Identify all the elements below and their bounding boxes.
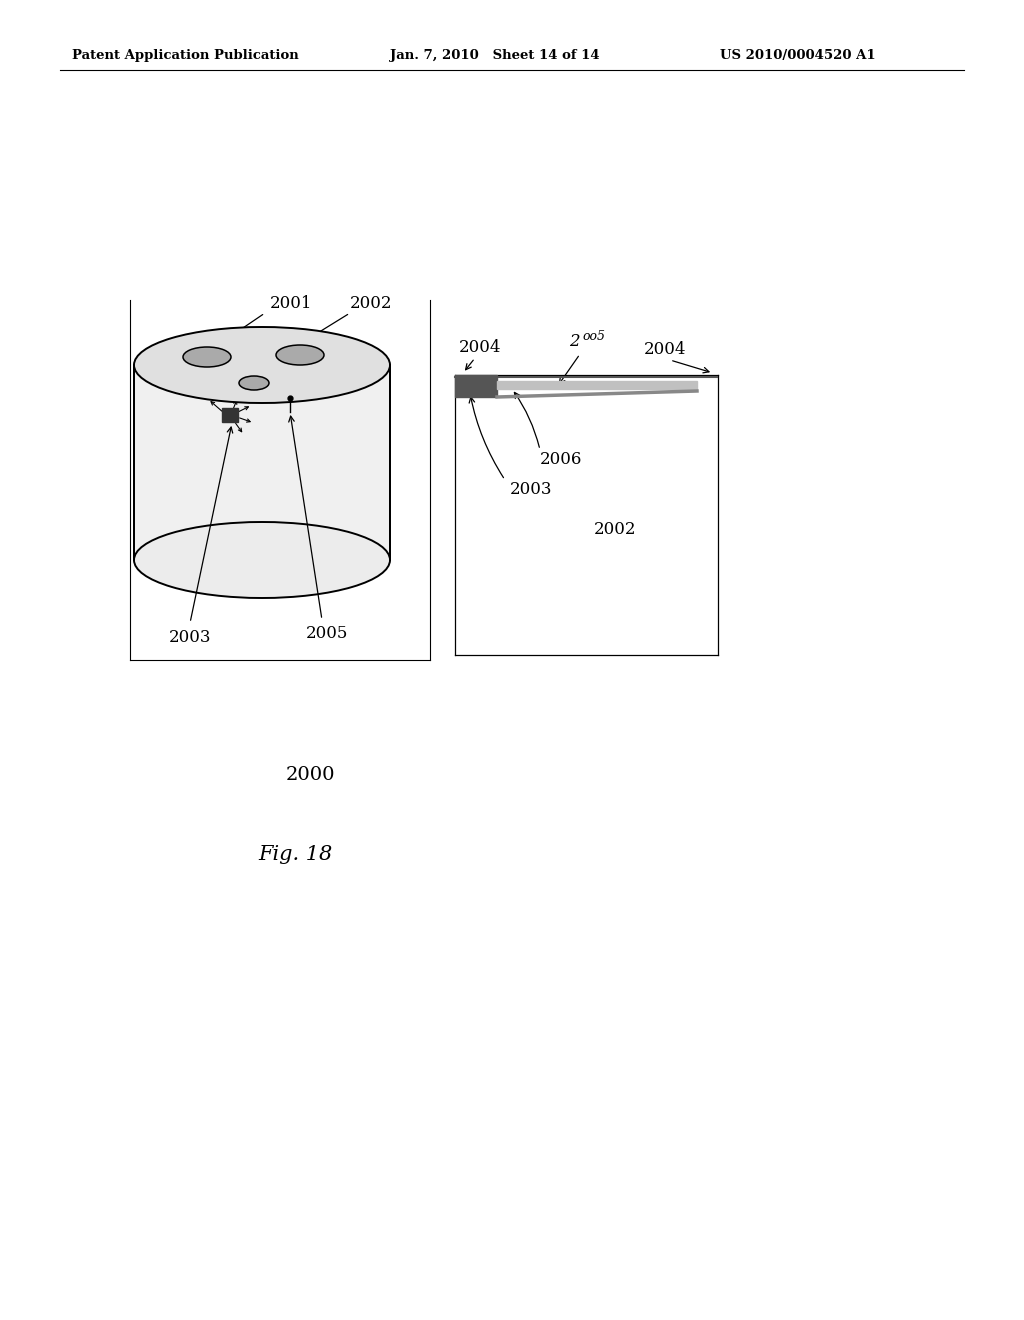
Text: 2: 2 [569, 334, 580, 351]
Ellipse shape [276, 345, 324, 366]
Ellipse shape [134, 327, 390, 403]
Text: Fig. 18: Fig. 18 [258, 846, 332, 865]
Text: 2002: 2002 [594, 521, 636, 539]
Text: 2004: 2004 [644, 342, 686, 359]
Ellipse shape [239, 376, 269, 389]
Text: 2002: 2002 [350, 294, 392, 312]
Text: 2006: 2006 [540, 451, 583, 469]
Text: 2004: 2004 [459, 339, 502, 356]
Ellipse shape [134, 521, 390, 598]
Bar [497, 381, 697, 389]
Text: oo5: oo5 [582, 330, 605, 342]
Ellipse shape [183, 347, 231, 367]
Text: 2003: 2003 [169, 628, 211, 645]
Text: 2003: 2003 [510, 482, 553, 499]
Text: 2000: 2000 [286, 766, 335, 784]
Text: US 2010/0004520 A1: US 2010/0004520 A1 [720, 49, 876, 62]
Bar [222, 408, 238, 422]
Text: Jan. 7, 2010   Sheet 14 of 14: Jan. 7, 2010 Sheet 14 of 14 [390, 49, 600, 62]
Text: 2005: 2005 [306, 626, 348, 643]
Text: Patent Application Publication: Patent Application Publication [72, 49, 299, 62]
Polygon shape [134, 366, 390, 560]
Bar [455, 375, 497, 397]
Text: 2001: 2001 [270, 294, 312, 312]
